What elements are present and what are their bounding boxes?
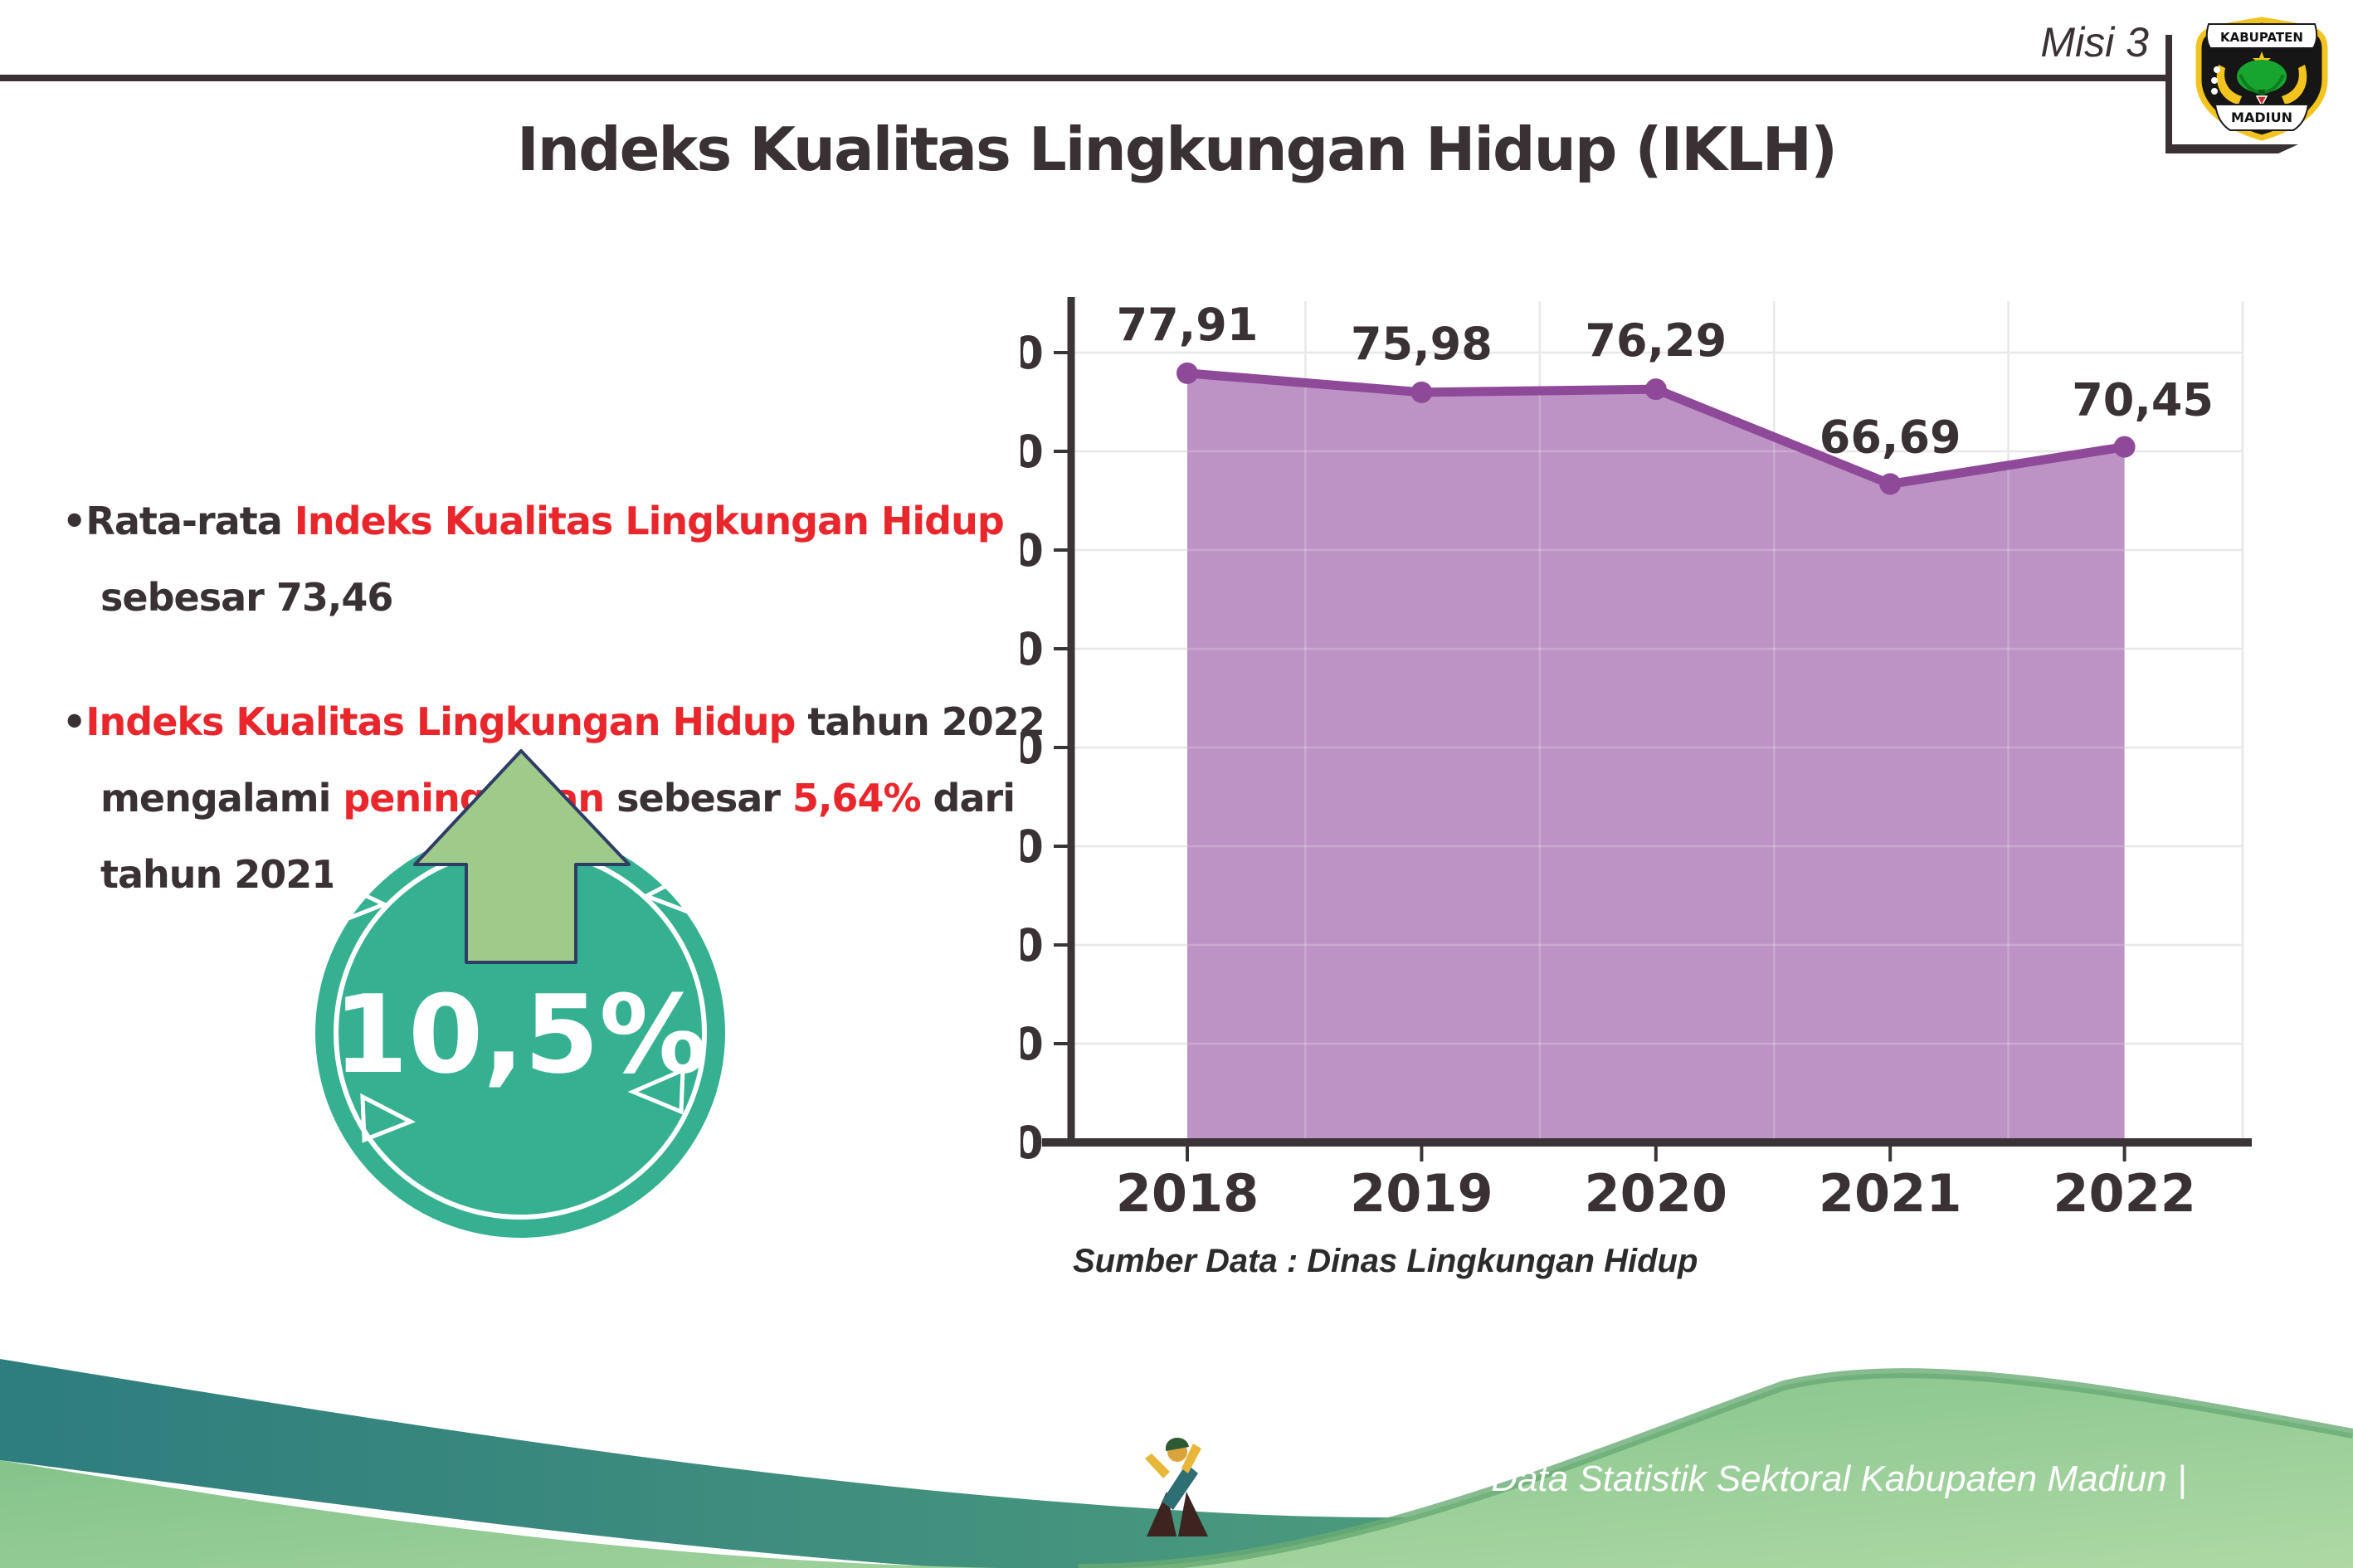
mascot-arm [1181, 1444, 1201, 1473]
y-tick-label: 0 [1021, 1117, 1044, 1169]
bullet-text-segment: tahun 2021 [100, 852, 338, 897]
logo-red-accent [2255, 95, 2268, 107]
bullet-text-segment: 5,64% [792, 776, 922, 821]
mascot-hat [1165, 1437, 1189, 1451]
y-tick-label: 20 [1021, 919, 1044, 971]
mascot-legs [1178, 1492, 1208, 1536]
misi-label: Misi 3 [2040, 19, 2149, 66]
x-tick-label: 2020 [1585, 1163, 1728, 1224]
badge-percent-value: 10,5% [333, 971, 707, 1098]
footer-green-wave [0, 1373, 2353, 1568]
data-point [1879, 473, 1902, 495]
bullet-text-segment: tahun 2022 [795, 699, 1045, 744]
up-arrow-icon [413, 749, 631, 964]
header-rule [0, 75, 2165, 81]
mascot-body-sash [1162, 1463, 1198, 1510]
bullet-text-segment: Indeks Kualitas Lingkungan Hidup [294, 499, 1005, 543]
data-label: 75,98 [1351, 318, 1493, 370]
page-title: Indeks Kualitas Lingkungan Hidup (IKLH) [517, 114, 1838, 184]
bullet-line: mengalami peningkatan sebesar 5,64% dari [62, 760, 1041, 836]
badge-accent-triangle [627, 1067, 685, 1115]
y-tick-label: 10 [1021, 1018, 1044, 1070]
bullet-text-segment: mengalami [100, 776, 343, 821]
header-corner-horizontal-bar [2165, 144, 2298, 153]
header-corner-vertical-bar [2165, 35, 2172, 153]
y-tick-label: 80 [1021, 327, 1044, 379]
x-tick-label: 2021 [1819, 1163, 1962, 1224]
bullet-text-segment: sebesar [604, 776, 792, 821]
logo-banner-bottom-text: MADIUN [2231, 110, 2292, 125]
bullet-text-segment: dari [920, 776, 1016, 821]
badge-circle [315, 828, 725, 1238]
bullet-text-segment: sebesar 73,46 [100, 575, 393, 620]
badge-accent-triangle [332, 877, 390, 926]
data-label: 77,91 [1117, 299, 1259, 351]
y-tick-label: 40 [1021, 722, 1044, 774]
x-tick-label: 2019 [1350, 1163, 1493, 1224]
data-label: 66,69 [1820, 411, 1961, 463]
data-point [1644, 378, 1667, 401]
logo-tree-icon [2237, 60, 2287, 93]
y-tick-label: 60 [1021, 524, 1044, 577]
footer-wave-decoration [0, 1359, 2353, 1568]
badge-accent-triangle [360, 1093, 417, 1143]
data-point [1410, 381, 1433, 403]
kabupaten-madiun-logo: KABUPATEN MADIUN [2195, 17, 2328, 141]
key-findings-bullets: •Rata-rata Indeks Kualitas Lingkungan Hi… [62, 483, 1045, 961]
bullet-text-segment: Indeks Kualitas Lingkungan Hidup [85, 699, 796, 744]
bullet-dot-icon: • [62, 699, 86, 744]
data-point [1176, 362, 1198, 384]
y-tick-label: 50 [1021, 623, 1044, 675]
mascot-arm [1145, 1454, 1170, 1478]
data-label: 76,29 [1585, 314, 1727, 367]
y-tick-label: 70 [1021, 426, 1044, 478]
data-source-note: Sumber Data : Dinas Lingkungan Hidup [1073, 1243, 1698, 1279]
mascot-icon [1145, 1437, 1208, 1536]
footer-caption: Media Infografis Data Statistik Sektoral… [1221, 1458, 2187, 1499]
logo-cotton-dot [2211, 88, 2218, 95]
x-tick-label: 2022 [2053, 1163, 2196, 1224]
bullet-line: sebesar 73,46 [62, 559, 1041, 635]
x-tick-label: 2018 [1116, 1163, 1259, 1224]
bullet-text-segment: Rata-rata [85, 499, 295, 543]
bullet-item: •Rata-rata Indeks Kualitas Lingkungan Hi… [62, 483, 1041, 635]
logo-cotton-dot [2214, 66, 2220, 73]
logo-tree-trunk [2258, 90, 2265, 101]
bullet-line: tahun 2021 [62, 836, 1041, 913]
logo-cotton-dot [2211, 77, 2218, 84]
bullet-item: •Indeks Kualitas Lingkungan Hidup tahun … [62, 684, 1045, 913]
logo-wing-left-icon [2216, 65, 2242, 105]
logo-banner-bottom [2214, 104, 2310, 131]
logo-banner-top-text: KABUPATEN [2220, 30, 2303, 45]
footer-green-wave-edge [1079, 1368, 2353, 1568]
increase-badge: 10,5% [315, 749, 725, 1238]
bullet-line: •Rata-rata Indeks Kualitas Lingkungan Hi… [62, 483, 1041, 559]
data-label: 70,45 [2072, 374, 2214, 426]
y-tick-label: 30 [1021, 821, 1044, 873]
logo-banner-top [2205, 23, 2318, 49]
badge-accent-triangle [641, 865, 700, 918]
logo-wing-right-icon [2282, 65, 2307, 105]
area-fill [1187, 373, 2125, 1143]
bullet-line: •Indeks Kualitas Lingkungan Hidup tahun … [62, 684, 1045, 760]
data-point [2113, 436, 2136, 458]
iklh-area-chart: 0 10 20 30 40 50 60 70 80 2018 2019 2020 2021 2022 77,… [1021, 297, 2252, 1224]
bullet-dot-icon: • [62, 499, 86, 543]
